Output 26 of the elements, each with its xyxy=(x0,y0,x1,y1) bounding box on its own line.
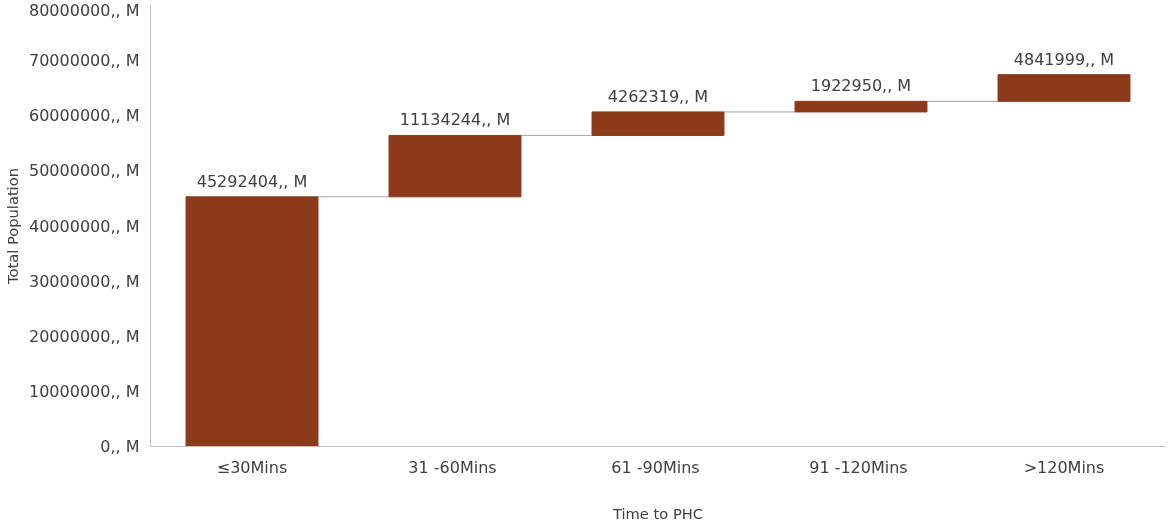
y-tick-label: 10000000,, M xyxy=(29,381,140,401)
y-tick-label: 50000000,, M xyxy=(29,161,140,181)
x-tick-label: 31 -60Mins xyxy=(408,457,497,477)
x-tick-label: 61 -90Mins xyxy=(611,457,700,477)
bar xyxy=(185,196,319,447)
bar xyxy=(997,74,1131,102)
y-tick-label: 70000000,, M xyxy=(29,51,140,71)
data-label: 1922950,, M xyxy=(810,76,912,96)
y-tick-label: 80000000,, M xyxy=(29,0,140,20)
x-tick-label: >120Mins xyxy=(1023,457,1105,477)
bar xyxy=(794,100,928,113)
y-tick-label: 20000000,, M xyxy=(29,326,140,346)
data-label: 11134244,, M xyxy=(399,110,511,130)
bar xyxy=(388,134,522,198)
bar xyxy=(591,111,725,136)
data-label: 45292404,, M xyxy=(196,171,308,191)
data-label: 4262319,, M xyxy=(607,86,709,106)
y-axis-title: Total Population xyxy=(4,168,21,285)
x-tick-label: 91 -120Mins xyxy=(809,457,908,477)
y-tick-label: 30000000,, M xyxy=(29,271,140,291)
x-tick-label: ≤30Mins xyxy=(216,457,288,477)
x-axis-title: Time to PHC xyxy=(612,504,703,522)
y-tick-label: 0,, M xyxy=(100,437,140,456)
data-label: 4841999,, M xyxy=(1013,49,1115,69)
y-tick-label: 40000000,, M xyxy=(29,216,140,236)
y-tick-label: 60000000,, M xyxy=(29,106,140,126)
